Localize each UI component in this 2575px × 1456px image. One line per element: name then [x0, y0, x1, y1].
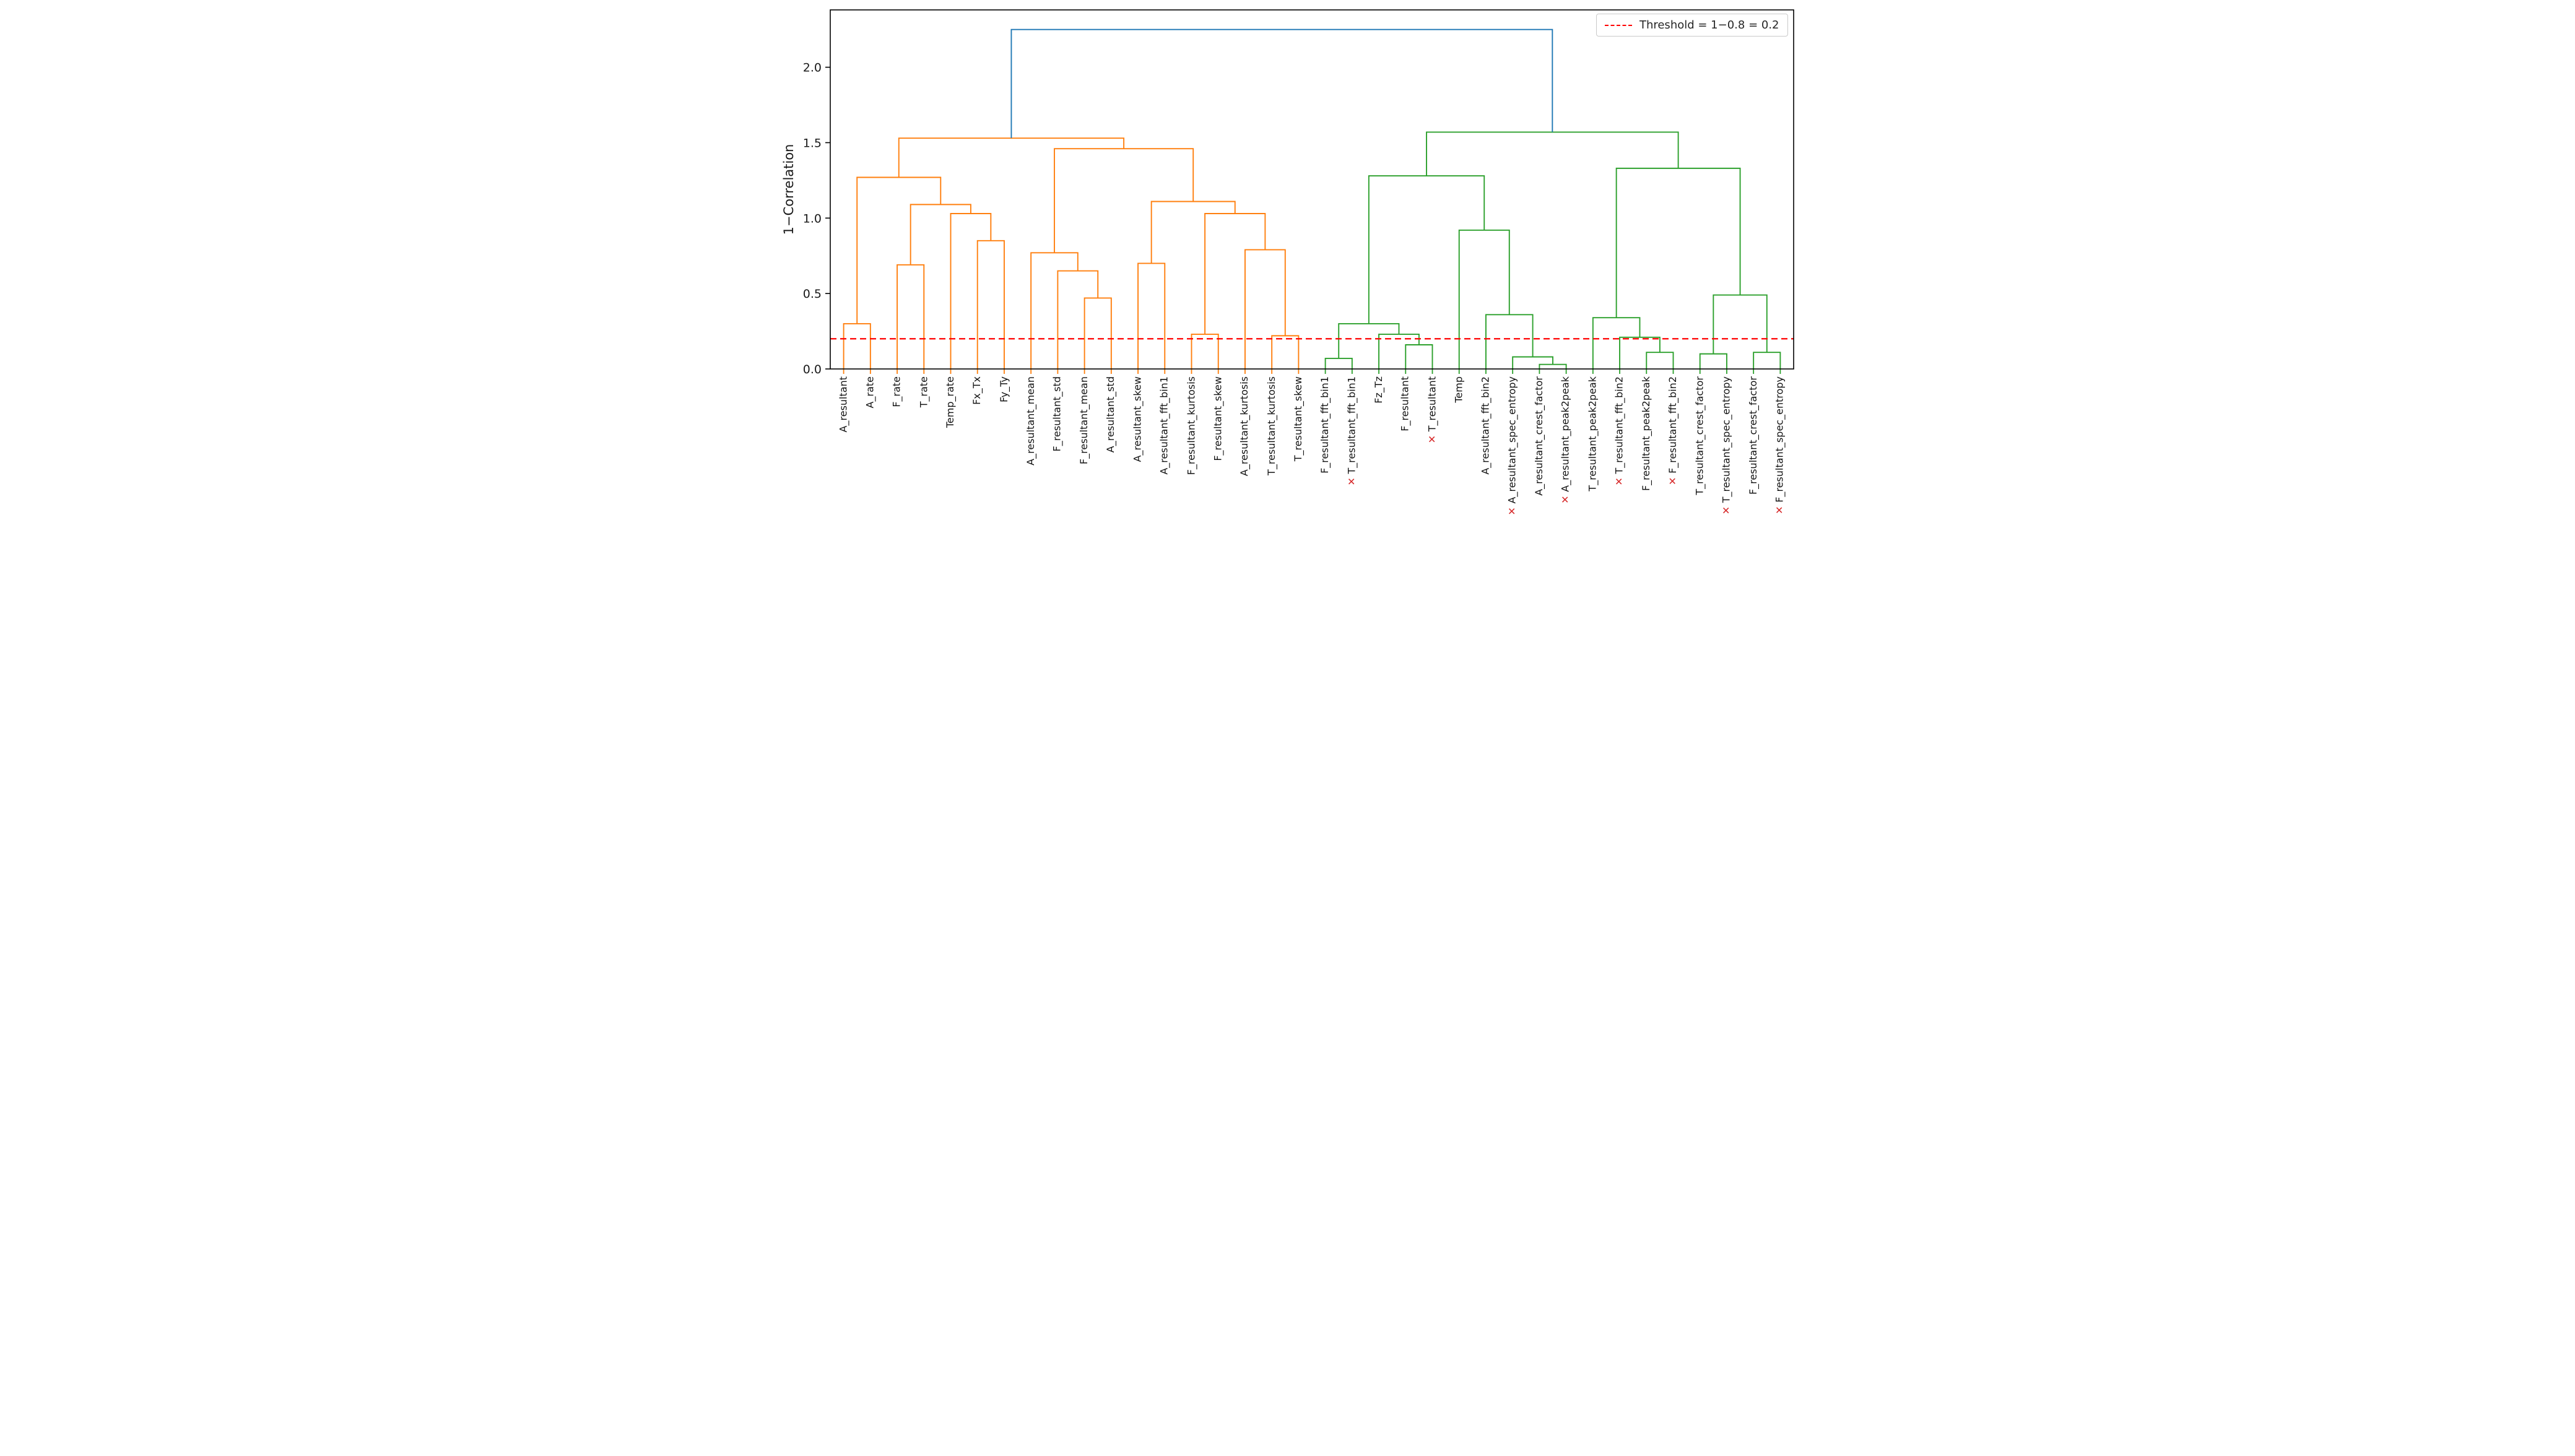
dendrogram-link — [1053, 148, 1194, 253]
dendrogram-link — [856, 176, 941, 324]
dendrogram-link — [976, 240, 1005, 369]
dendrogram-link — [1712, 294, 1768, 354]
dendrogram-link — [1204, 213, 1266, 334]
dendrogram-link — [1425, 131, 1679, 176]
dendrogram-figure: 0.0 0.5 1.0 1.5 2.0 1−Correlation A_resultan… — [772, 0, 1803, 583]
dendrogram-link — [1150, 201, 1236, 264]
y-tick-label: 1.5 — [802, 136, 821, 150]
y-tick-label: 1.0 — [802, 212, 821, 225]
y-tick-label: 0.0 — [802, 363, 821, 376]
dendrogram-link — [1458, 229, 1510, 369]
dendrogram-link — [1030, 252, 1079, 369]
dendrogram-link — [1618, 336, 1661, 369]
dendrogram-link — [1699, 353, 1727, 369]
y-tick-label: 2.0 — [802, 61, 821, 75]
dendrogram-link — [1485, 314, 1534, 369]
dendrogram-link — [1538, 363, 1567, 369]
dendrogram-link — [1270, 335, 1299, 369]
dendrogram-link — [1404, 344, 1433, 369]
threshold-line-sample — [1604, 24, 1632, 26]
dendrogram-link — [1137, 262, 1165, 369]
legend-label: Threshold = 1−0.8 = 0.2 — [1639, 19, 1779, 32]
dendrogram-link — [1083, 297, 1112, 369]
axes-frame — [829, 9, 1794, 370]
dendrogram-link — [1244, 249, 1286, 369]
y-tick-label: 0.5 — [802, 287, 821, 301]
dendrogram-link — [1592, 317, 1640, 369]
dendrogram-link — [896, 264, 924, 369]
dendrogram-link — [1010, 28, 1553, 139]
dendrogram-link — [1378, 334, 1420, 369]
y-axis-label: 1−Correlation — [781, 144, 796, 235]
dendrogram-plot: 0.0 0.5 1.0 1.5 2.0 — [802, 9, 1794, 376]
dendrogram-link — [843, 323, 871, 369]
dendrogram-link — [1056, 270, 1098, 369]
dendrogram-link — [910, 204, 971, 265]
legend: Threshold = 1−0.8 = 0.2 — [1596, 14, 1788, 37]
dendrogram-link — [1752, 352, 1781, 369]
dendrogram-link — [1645, 352, 1674, 369]
dendrogram-link — [1368, 175, 1485, 324]
dendrogram-link — [1191, 334, 1219, 369]
dendrogram-link — [898, 137, 1124, 178]
dendrogram-link — [1511, 356, 1553, 369]
dendrogram-link — [1324, 357, 1353, 369]
dendrogram-link — [1337, 323, 1399, 358]
dendrogram-link — [950, 213, 991, 369]
